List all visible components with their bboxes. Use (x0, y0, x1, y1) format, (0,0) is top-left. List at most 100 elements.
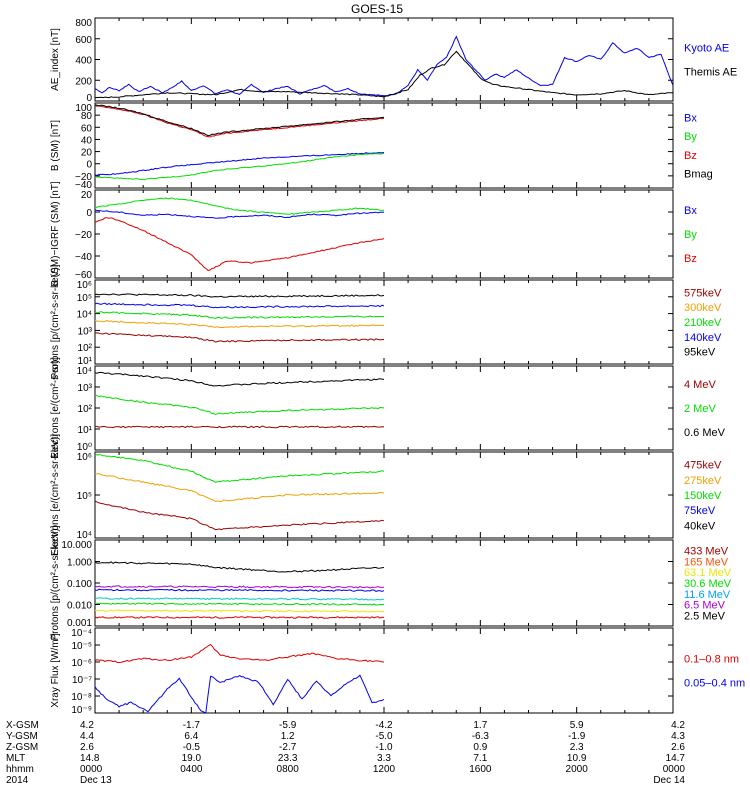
y-tick-label: 10⁶ (77, 280, 92, 291)
x-row-value: 4.3 (671, 731, 685, 742)
series-line (94, 319, 385, 329)
y-tick-label: 10¹ (78, 356, 93, 367)
y-axis-label: B (SM)−IGRF (SM) [nT] (50, 181, 61, 287)
legend-entry: Bz (684, 150, 697, 162)
panel-3: 20 0 −20 −40 −60 B (SM)−IGRF (SM) [nT] Bx By Bz (50, 181, 697, 287)
y-tick-label: 0 (86, 160, 92, 171)
series-line (94, 50, 673, 99)
y-tick-label: −40 (75, 252, 92, 263)
legend-entry: 63.1 MeV (684, 567, 732, 579)
x-row-value: 4.2 (671, 720, 685, 731)
y-axis-label: AE_index [nT] (50, 28, 61, 91)
x-row-value: -1.7 (183, 720, 201, 731)
series-line (94, 394, 385, 416)
series-line (94, 293, 385, 298)
y-tick-label: −20 (75, 172, 92, 183)
legend: Bx By Bz (684, 205, 697, 265)
legend-entry: 300keV (684, 302, 722, 314)
x-row-value: 4.4 (80, 731, 94, 742)
x-row-label: 2014 (6, 775, 29, 786)
legend-entry: Kyoto AE (684, 43, 729, 55)
series-line (94, 217, 385, 272)
series-line (94, 104, 385, 137)
x-row-label: X-GSM (6, 720, 39, 731)
x-row-value: 2000 (566, 764, 589, 775)
x-row-value: 10.9 (567, 753, 587, 764)
x-row-label: Z-GSM (6, 742, 38, 753)
x-row-value: 3.3 (377, 753, 391, 764)
series-line (94, 597, 384, 601)
x-row-value: 6.4 (184, 731, 198, 742)
panel-frame (94, 539, 674, 627)
y-tick-label: 20 (81, 190, 93, 201)
y-tick-label: 20 (81, 148, 93, 159)
y-tick-label: 10.000 (61, 540, 92, 551)
legend: 575keV 300keV 210keV 140keV 95keV (684, 287, 722, 358)
series-line (94, 311, 385, 320)
y-tick-label: 10⁵ (77, 293, 92, 304)
legend: 0.1–0.8 nm 0.05–0.4 nm (684, 654, 745, 690)
legend-entry: Bx (684, 112, 697, 124)
legend-entry: Bz (684, 253, 697, 265)
panel-1: 800 600 400 200 0 AE_index [nT] Kyoto AE Themis… (50, 17, 737, 104)
series-line (94, 644, 385, 664)
x-row-label: MLT (6, 753, 25, 764)
figure-title: GOES-15 (351, 2, 403, 16)
x-row-value: -0.5 (183, 742, 201, 753)
series-line (94, 151, 385, 176)
y-tick-label: 60 (81, 123, 93, 134)
x-row-value: 2.6 (671, 742, 685, 753)
x-row-value: -5.9 (279, 720, 297, 731)
panel-7: 10.000 1.000 0.100 0.010 0.001 Protons [p/(cm… (50, 525, 732, 640)
y-tick-label: −20 (75, 230, 92, 241)
y-tick-label: 400 (75, 56, 92, 67)
y-axis-label: Protons [p/(cm²-s-sr-keV)] (50, 264, 61, 379)
series-line (94, 472, 385, 503)
panel-frame (94, 17, 674, 102)
legend-entry: 2 MeV (684, 403, 716, 415)
y-tick-label: 0 (86, 208, 92, 219)
x-row-value: 1200 (373, 764, 396, 775)
x-row-value: 7.1 (473, 753, 487, 764)
x-row-value: 1.7 (473, 720, 487, 731)
y-tick-label: 0.010 (67, 601, 92, 612)
panel-frame (94, 451, 674, 539)
legend-entry: By (684, 131, 697, 143)
legend-entry: 150keV (684, 490, 722, 502)
legend-entry: 165 MeV (684, 556, 729, 568)
legend: 4 MeV 2 MeV 0.6 MeV (684, 379, 726, 439)
series-line (94, 197, 385, 215)
panel-frame (94, 189, 674, 279)
y-tick-label: 10⁻⁶ (71, 658, 92, 669)
series-line (94, 609, 385, 613)
y-tick-label: 10⁴ (77, 366, 92, 377)
panel-4: 10⁶ 10⁵ 10⁴ 10³ 10² 10¹ Protons [p/(cm²-s-sr-k… (50, 264, 722, 379)
series-line (94, 152, 385, 181)
legend-entry: Bmag (684, 169, 713, 181)
legend-entry: 140keV (684, 332, 722, 344)
y-tick-label: 10¹ (78, 425, 93, 436)
y-tick-label: 10³ (78, 326, 93, 337)
y-tick-label: 0.100 (67, 579, 92, 590)
legend-entry: 75keV (684, 505, 716, 517)
series-line (94, 371, 384, 387)
y-tick-label: 0 (86, 93, 92, 104)
legend-entry: By (684, 229, 697, 241)
legend-entry: 0.1–0.8 nm (684, 654, 739, 666)
panel-frame (94, 102, 674, 189)
y-tick-label: 10⁻⁷ (72, 675, 92, 686)
panel-frame (94, 279, 674, 365)
y-tick-label: 10⁶ (77, 452, 92, 463)
legend-entry: 30.6 MeV (684, 578, 732, 590)
series-line (94, 561, 385, 573)
series-line (94, 302, 385, 309)
x-row-value: 0.9 (473, 742, 487, 753)
x-row-value: 5.9 (570, 720, 584, 731)
legend: Kyoto AE Themis AE (684, 43, 737, 79)
legend-entry: Themis AE (684, 67, 737, 79)
x-row-value: 0000 (80, 764, 103, 775)
legend-entry: 275keV (684, 475, 722, 487)
